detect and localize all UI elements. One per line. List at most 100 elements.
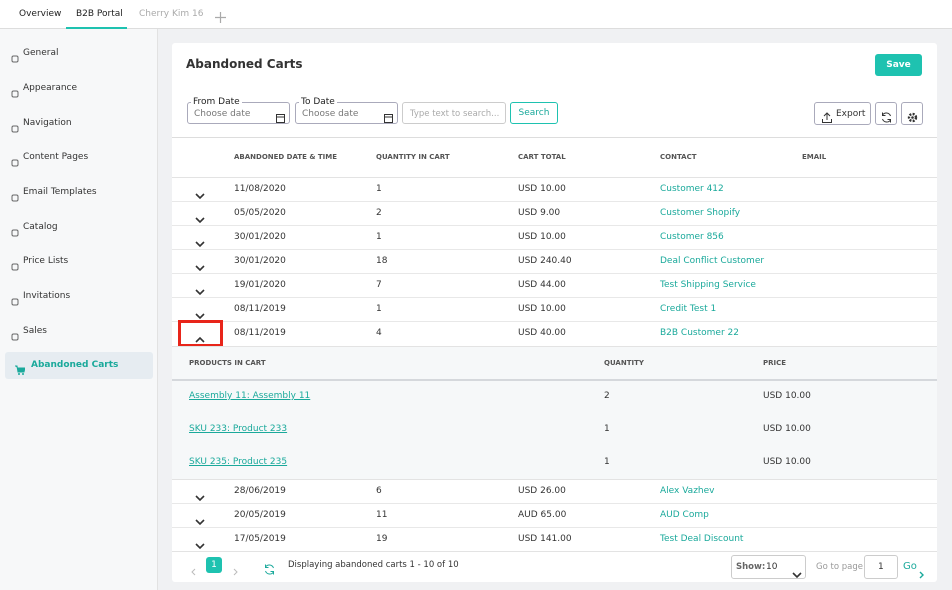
refresh-button[interactable] bbox=[875, 102, 897, 125]
expand-toggle[interactable] bbox=[195, 209, 205, 228]
expand-toggle-shape bbox=[195, 265, 205, 272]
export-icon-shape bbox=[822, 112, 832, 123]
product-link[interactable]: Assembly 11: Assembly 11 bbox=[189, 391, 311, 401]
reload-icon-shape bbox=[265, 564, 274, 575]
sidebar-icon-shape bbox=[11, 229, 19, 237]
current-page[interactable]: 1 bbox=[206, 557, 222, 573]
sidebar-item[interactable]: Sales bbox=[23, 326, 47, 336]
expand-toggle[interactable] bbox=[195, 257, 205, 276]
pager-status: Displaying abandoned carts 1 - 10 of 10 bbox=[288, 560, 459, 570]
cell: 4 bbox=[376, 328, 382, 338]
cell: USD 26.00 bbox=[518, 486, 566, 496]
expand-toggle[interactable] bbox=[195, 535, 205, 554]
product-link[interactable]: SKU 233: Product 233 bbox=[189, 424, 288, 434]
search-input[interactable]: Type text to search... bbox=[402, 102, 506, 124]
row-border bbox=[172, 297, 937, 298]
expand-toggle[interactable] bbox=[195, 487, 205, 506]
sidebar-item[interactable]: Content Pages bbox=[23, 152, 89, 162]
export-label: Export bbox=[836, 109, 866, 119]
sidebar-item[interactable]: Email Templates bbox=[23, 187, 97, 197]
reload-icon[interactable] bbox=[264, 560, 275, 579]
expand-toggle[interactable] bbox=[195, 281, 205, 300]
sidebar-icon-shape bbox=[11, 159, 19, 167]
sidebar-item[interactable]: Price Lists bbox=[23, 256, 69, 266]
product-link[interactable]: SKU 235: Product 235 bbox=[189, 457, 288, 467]
cell: 11/08/2020 bbox=[234, 184, 286, 194]
sidebar-icon-shape bbox=[11, 333, 19, 341]
sidebar-item[interactable]: Invitations bbox=[23, 291, 71, 301]
contact-link[interactable]: Test Deal Discount bbox=[660, 534, 744, 544]
expand-toggle-shape bbox=[195, 289, 205, 296]
page-size-select[interactable]: Show: 10 bbox=[731, 555, 806, 579]
contact-link[interactable]: Credit Test 1 bbox=[660, 304, 717, 314]
expand-toggle[interactable] bbox=[195, 511, 205, 530]
cell: 1 bbox=[604, 457, 610, 467]
sidebar-item[interactable]: Abandoned Carts bbox=[31, 360, 119, 370]
date-placeholder: Choose date bbox=[302, 109, 359, 119]
cell: 30/01/2020 bbox=[234, 256, 286, 266]
contact-link[interactable]: Customer 412 bbox=[660, 184, 724, 194]
sidebar-item[interactable]: Appearance bbox=[23, 83, 78, 93]
contact-link[interactable]: Customer Shopify bbox=[660, 208, 741, 218]
contact-link[interactable]: Deal Conflict Customer bbox=[660, 256, 765, 266]
tab[interactable]: Overview bbox=[19, 9, 62, 19]
tab[interactable]: Cherry Kim 16 bbox=[139, 9, 204, 19]
row-border bbox=[172, 225, 937, 226]
sidebar-item[interactable]: General bbox=[23, 48, 59, 58]
contact-link[interactable]: B2B Customer 22 bbox=[660, 328, 739, 338]
expand-toggle[interactable] bbox=[195, 329, 205, 348]
detail-header: PRODUCTS IN CART bbox=[189, 359, 266, 367]
contact-link[interactable]: Customer 856 bbox=[660, 232, 724, 242]
date-placeholder: Choose date bbox=[194, 109, 251, 119]
prev-page[interactable] bbox=[190, 561, 196, 580]
date-label: From Date bbox=[191, 95, 242, 109]
sidebar-icon-shape bbox=[11, 263, 19, 271]
cell: AUD 65.00 bbox=[518, 510, 567, 520]
expand-toggle-shape bbox=[195, 543, 205, 550]
page-size-value: 10 bbox=[766, 562, 778, 572]
goto-value: 1 bbox=[878, 562, 884, 572]
page-title: Abandoned Carts bbox=[186, 57, 303, 71]
export-button[interactable]: Export bbox=[814, 102, 871, 125]
save-button[interactable]: Save bbox=[875, 54, 922, 76]
cell: 1 bbox=[376, 184, 382, 194]
cell: USD 40.00 bbox=[518, 328, 566, 338]
sidebar-item[interactable]: Catalog bbox=[23, 222, 58, 232]
cell: 19 bbox=[376, 534, 388, 544]
expand-toggle[interactable] bbox=[195, 305, 205, 324]
expand-toggle-shape bbox=[195, 519, 205, 526]
expand-toggle[interactable] bbox=[195, 185, 205, 204]
cell: USD 141.00 bbox=[518, 534, 572, 544]
next-page[interactable] bbox=[233, 561, 239, 580]
pager-border bbox=[172, 551, 937, 552]
table-top-border bbox=[172, 137, 937, 138]
sidebar-icon-shape bbox=[11, 194, 19, 202]
tab[interactable]: B2B Portal bbox=[76, 9, 123, 19]
sidebar-icon-shape bbox=[11, 90, 19, 98]
expand-toggle[interactable] bbox=[195, 233, 205, 252]
contact-link[interactable]: AUD Comp bbox=[660, 510, 709, 520]
expand-toggle-shape bbox=[195, 241, 205, 248]
cell: USD 44.00 bbox=[518, 280, 566, 290]
tab-bar: Overview B2B Portal Cherry Kim 16 bbox=[0, 0, 952, 29]
cell: USD 240.40 bbox=[518, 256, 572, 266]
calendar-icon-shape bbox=[276, 114, 285, 123]
add-tab[interactable] bbox=[215, 8, 226, 27]
detail-header: QUANTITY bbox=[604, 359, 644, 367]
goto-input[interactable]: 1 bbox=[864, 555, 898, 579]
sidebar-icon bbox=[11, 256, 19, 275]
expand-toggle-shape bbox=[195, 336, 205, 343]
sidebar-item[interactable]: Navigation bbox=[23, 118, 72, 128]
settings-button[interactable] bbox=[901, 102, 923, 125]
row-border bbox=[172, 201, 937, 202]
dropdown-icon-shape bbox=[792, 572, 802, 579]
column-header: ABANDONED DATE & TIME bbox=[234, 153, 338, 161]
search-button[interactable]: Search bbox=[510, 102, 558, 124]
cell: USD 9.00 bbox=[518, 208, 561, 218]
cell: 08/11/2019 bbox=[234, 328, 286, 338]
go-button[interactable]: Go bbox=[903, 561, 917, 572]
contact-link[interactable]: Alex Vazhev bbox=[660, 486, 715, 496]
contact-link[interactable]: Test Shipping Service bbox=[660, 280, 756, 290]
expand-toggle-shape bbox=[195, 193, 205, 200]
